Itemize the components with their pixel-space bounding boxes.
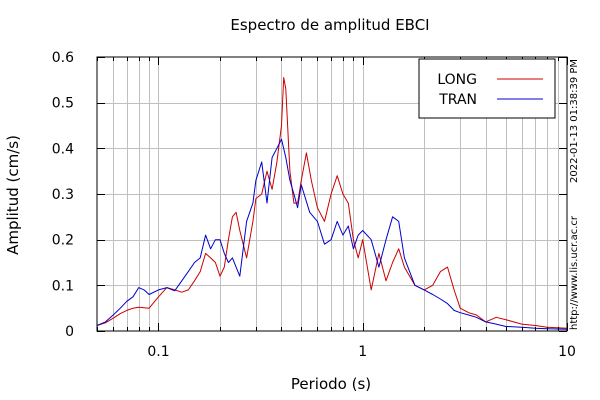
y-axis: 0 0.1 0.2 0.3 0.4 0.5 0.6 — [52, 50, 567, 340]
legend: LONG TRAN — [418, 58, 556, 119]
y-tick-label: 0.1 — [52, 278, 74, 294]
series-layer — [96, 77, 568, 330]
y-tick-label: 0.6 — [52, 50, 74, 66]
x-axis: 0.1 1 10 — [97, 57, 576, 360]
y-tick-label: 0.2 — [52, 233, 74, 249]
timestamp-label: 2022-01-13 01:38:39 PM — [569, 59, 580, 183]
series-line-long — [96, 77, 568, 329]
x-tick-label: 1 — [358, 344, 367, 360]
chart-title: Espectro de amplitud EBCI — [230, 16, 429, 34]
series-line-tran — [96, 138, 568, 330]
source-url-label: http://www.lis.ucr.ac.cr — [569, 215, 580, 330]
y-tick-label: 0.5 — [52, 96, 74, 112]
x-tick-label: 10 — [558, 344, 576, 360]
y-axis-label: Amplitud (cm/s) — [4, 135, 22, 255]
grid — [97, 57, 567, 331]
y-tick-label: 0.4 — [52, 141, 74, 157]
y-tick-label: 0 — [65, 324, 74, 340]
legend-box — [418, 58, 556, 119]
x-tick-label: 0.1 — [147, 344, 169, 360]
y-tick-label: 0.3 — [52, 187, 74, 203]
legend-label-long: LONG — [437, 72, 477, 88]
x-axis-label: Periodo (s) — [291, 375, 371, 393]
legend-label-tran: TRAN — [438, 92, 477, 108]
